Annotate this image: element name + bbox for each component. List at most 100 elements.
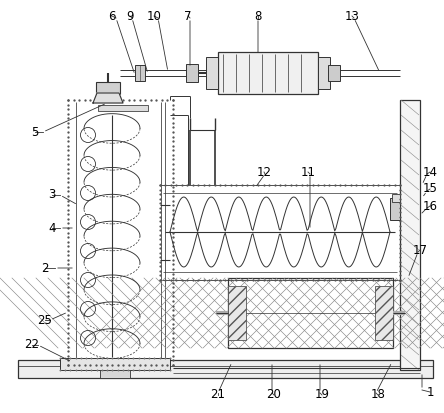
Point [64,97,71,103]
Point [396,245,404,252]
Point [369,277,376,283]
Point [99,355,106,361]
Point [156,277,163,283]
Point [170,101,177,108]
Point [396,182,404,188]
Point [156,182,163,188]
Point [347,277,354,283]
Bar [392,194,400,202]
Point [375,277,382,283]
Point [170,234,177,240]
Point [170,271,177,277]
Point [64,119,71,126]
Point [64,302,71,309]
Point [396,236,404,242]
Point [64,256,71,263]
Text: 18: 18 [371,389,385,401]
Point [75,362,83,368]
Point [151,355,158,361]
Point [358,182,365,188]
Text: 5: 5 [32,126,39,138]
Point [170,238,177,245]
Point [266,182,273,188]
Point [156,355,163,361]
Point [72,355,79,361]
Point [114,355,121,361]
Point [170,110,177,117]
Point [64,192,71,199]
Point [93,355,100,361]
Bar [400,100,420,370]
Text: 17: 17 [412,244,428,256]
Point [103,362,110,368]
Point [140,367,147,373]
Point [238,182,246,188]
Point [170,307,177,313]
Point [211,277,218,283]
Point [64,289,71,295]
Point [277,277,284,283]
Point [81,97,88,103]
Point [287,182,294,188]
Point [159,362,166,368]
Point [64,152,71,158]
Point [293,277,300,283]
Point [353,277,360,283]
Point [64,247,71,254]
Point [206,277,213,283]
Point [64,266,71,272]
Point [170,225,177,231]
Point [103,355,111,361]
Point [64,142,71,149]
Point [156,236,163,242]
Point [64,316,71,323]
Point [391,277,398,283]
Point [170,220,177,227]
Point [304,277,311,283]
Point [380,277,387,283]
Point [170,142,177,149]
Point [64,97,71,103]
Text: 6: 6 [108,9,116,22]
Point [396,259,404,265]
Point [114,367,121,373]
Point [170,152,177,158]
Point [249,182,256,188]
Point [64,252,71,259]
Point [146,355,153,361]
Point [206,182,213,188]
Point [170,206,177,213]
Point [64,101,71,108]
Point [159,97,166,103]
Text: 7: 7 [184,9,192,22]
Point [98,97,105,103]
Point [67,367,74,373]
Point [396,227,404,233]
Point [331,277,338,283]
Point [211,182,218,188]
Point [156,227,163,233]
Point [396,218,404,225]
Point [173,182,180,188]
Point [170,357,177,364]
Point [173,277,180,283]
Point [64,353,71,359]
Point [396,240,404,247]
Point [194,277,202,283]
Point [320,277,327,283]
Point [156,263,163,270]
Point [396,263,404,270]
Point [170,156,177,163]
Point [254,182,262,188]
Point [385,182,392,188]
Point [170,339,177,345]
Point [266,277,273,283]
Point [136,97,143,103]
Point [70,97,77,103]
Point [64,261,71,268]
Point [244,182,251,188]
Point [380,182,387,188]
Point [170,188,177,195]
Text: 4: 4 [48,221,56,235]
Point [244,277,251,283]
